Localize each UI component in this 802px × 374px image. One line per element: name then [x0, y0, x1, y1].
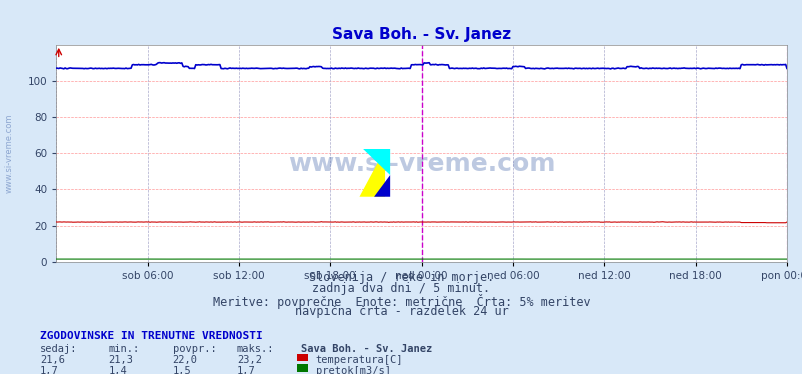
Text: povpr.:: povpr.:	[172, 344, 216, 354]
Text: 22,0: 22,0	[172, 355, 197, 365]
Polygon shape	[363, 149, 390, 175]
Text: zadnja dva dni / 5 minut.: zadnja dva dni / 5 minut.	[312, 282, 490, 295]
Text: 1,7: 1,7	[237, 366, 255, 374]
Text: 1,7: 1,7	[40, 366, 59, 374]
Text: www.si-vreme.com: www.si-vreme.com	[287, 152, 555, 176]
Text: 1,4: 1,4	[108, 366, 127, 374]
Text: Meritve: povprečne  Enote: metrične  Črta: 5% meritev: Meritve: povprečne Enote: metrične Črta:…	[213, 294, 589, 309]
Text: pretok[m3/s]: pretok[m3/s]	[315, 366, 390, 374]
Title: Sava Boh. - Sv. Janez: Sava Boh. - Sv. Janez	[331, 27, 511, 42]
Text: 21,6: 21,6	[40, 355, 65, 365]
Text: Sava Boh. - Sv. Janez: Sava Boh. - Sv. Janez	[301, 344, 431, 354]
Text: ZGODOVINSKE IN TRENUTNE VREDNOSTI: ZGODOVINSKE IN TRENUTNE VREDNOSTI	[40, 331, 262, 341]
Text: min.:: min.:	[108, 344, 140, 354]
Text: www.si-vreme.com: www.si-vreme.com	[4, 114, 13, 193]
Polygon shape	[374, 175, 390, 197]
Text: 23,2: 23,2	[237, 355, 261, 365]
Text: sedaj:: sedaj:	[40, 344, 78, 354]
Text: maks.:: maks.:	[237, 344, 274, 354]
Polygon shape	[359, 149, 384, 197]
Text: navpična črta - razdelek 24 ur: navpična črta - razdelek 24 ur	[294, 305, 508, 318]
Text: Slovenija / reke in morje.: Slovenija / reke in morje.	[309, 271, 493, 284]
Text: temperatura[C]: temperatura[C]	[315, 355, 403, 365]
Text: 1,5: 1,5	[172, 366, 191, 374]
Text: 21,3: 21,3	[108, 355, 133, 365]
